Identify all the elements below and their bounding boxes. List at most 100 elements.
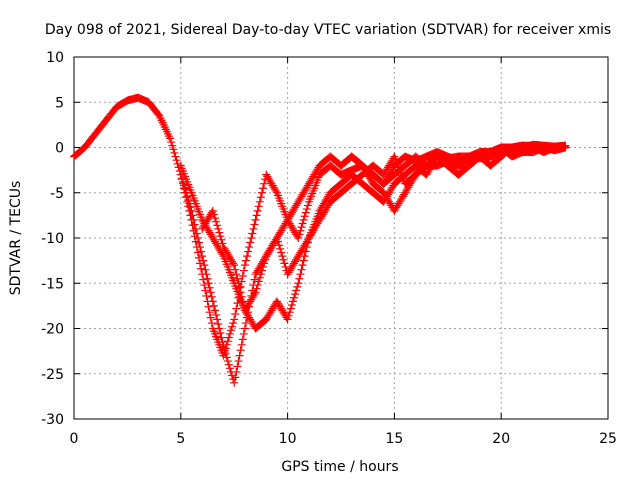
data-points bbox=[70, 93, 570, 387]
data-point bbox=[214, 319, 223, 328]
data-point bbox=[298, 261, 307, 270]
data-point bbox=[236, 346, 245, 355]
data-point bbox=[199, 256, 208, 265]
y-tick-label: -15 bbox=[41, 276, 64, 292]
data-point bbox=[215, 228, 224, 237]
data-point bbox=[207, 319, 216, 328]
data-point bbox=[240, 324, 249, 333]
data-point bbox=[217, 333, 226, 342]
data-point bbox=[251, 215, 260, 224]
data-point bbox=[255, 197, 264, 206]
data-point bbox=[257, 188, 266, 197]
data-point bbox=[247, 234, 256, 242]
data-point bbox=[233, 362, 242, 371]
data-point bbox=[229, 319, 238, 328]
data-point bbox=[189, 215, 198, 224]
data-point bbox=[233, 274, 242, 283]
y-tick-label: -25 bbox=[41, 367, 64, 383]
data-point bbox=[292, 286, 301, 295]
data-point bbox=[259, 184, 268, 193]
data-point bbox=[273, 237, 282, 246]
data-point bbox=[231, 373, 240, 382]
data-point bbox=[231, 310, 240, 319]
data-point bbox=[190, 220, 199, 229]
data-point bbox=[237, 340, 246, 349]
data-point bbox=[225, 329, 234, 338]
data-point bbox=[203, 274, 212, 283]
data-point bbox=[283, 315, 292, 324]
data-point bbox=[212, 310, 221, 319]
data-point bbox=[300, 212, 309, 221]
data-point bbox=[200, 261, 209, 270]
data-point bbox=[286, 304, 295, 313]
data-point bbox=[207, 292, 216, 301]
y-tick-label: -30 bbox=[41, 412, 64, 428]
data-point bbox=[238, 272, 247, 281]
data-point bbox=[205, 308, 214, 317]
data-point bbox=[210, 214, 219, 223]
data-point bbox=[260, 179, 269, 188]
data-point bbox=[200, 281, 209, 290]
data-point bbox=[294, 234, 303, 242]
data-point bbox=[177, 174, 186, 183]
data-point bbox=[230, 378, 239, 387]
data-point bbox=[185, 199, 194, 208]
data-point bbox=[295, 274, 304, 283]
data-point bbox=[225, 364, 234, 373]
data-point bbox=[202, 291, 211, 300]
data-point bbox=[176, 170, 185, 179]
data-point bbox=[182, 188, 191, 197]
data-point bbox=[252, 284, 261, 293]
data-point bbox=[295, 230, 304, 239]
data-point bbox=[201, 286, 210, 295]
series-track-a bbox=[70, 93, 570, 360]
data-point bbox=[254, 202, 263, 211]
data-point bbox=[239, 266, 248, 275]
data-point bbox=[180, 181, 189, 190]
data-point bbox=[248, 229, 257, 238]
data-point bbox=[206, 288, 215, 297]
data-point bbox=[209, 210, 218, 219]
data-point bbox=[218, 239, 227, 248]
series-track-e bbox=[347, 140, 570, 215]
data-point bbox=[208, 297, 217, 306]
data-point bbox=[223, 337, 232, 346]
data-point bbox=[194, 238, 203, 247]
data-point bbox=[297, 223, 306, 232]
data-point bbox=[290, 293, 299, 302]
data-point bbox=[234, 279, 243, 288]
data-point bbox=[196, 243, 205, 252]
data-point bbox=[251, 288, 260, 297]
data-point bbox=[297, 265, 306, 274]
data-point bbox=[208, 206, 217, 215]
data-point bbox=[253, 206, 262, 215]
data-point bbox=[206, 313, 215, 322]
x-tick-label: 25 bbox=[599, 431, 617, 447]
data-point bbox=[231, 265, 240, 274]
x-tick-label: 10 bbox=[279, 431, 297, 447]
x-tick-label: 5 bbox=[176, 431, 185, 447]
data-point bbox=[215, 324, 224, 333]
x-tick-label: 0 bbox=[70, 431, 79, 447]
data-point bbox=[261, 255, 270, 264]
data-point bbox=[252, 211, 261, 220]
data-point bbox=[183, 192, 192, 201]
x-tick-label: 20 bbox=[492, 431, 510, 447]
data-point bbox=[287, 300, 296, 309]
data-point bbox=[250, 290, 259, 299]
data-point bbox=[243, 313, 252, 322]
data-point bbox=[229, 259, 238, 268]
data-point bbox=[204, 302, 213, 311]
data-point bbox=[224, 360, 233, 369]
data-point bbox=[285, 308, 294, 317]
data-point bbox=[202, 270, 211, 279]
data-point bbox=[253, 281, 262, 290]
y-tick-label: -20 bbox=[41, 322, 64, 338]
y-tick-label: 5 bbox=[55, 95, 64, 111]
data-point bbox=[279, 255, 288, 264]
data-point bbox=[255, 273, 264, 282]
data-point bbox=[302, 205, 311, 214]
data-point bbox=[249, 224, 258, 233]
data-point bbox=[232, 304, 241, 313]
